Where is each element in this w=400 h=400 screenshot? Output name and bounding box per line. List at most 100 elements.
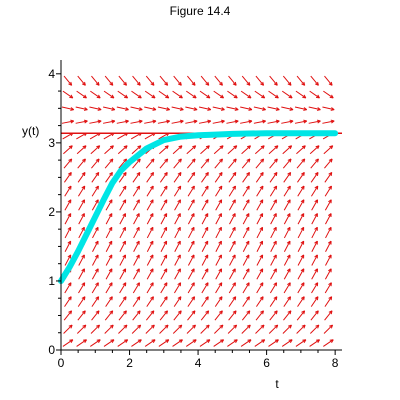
slope-arrow (105, 240, 113, 252)
slope-arrow (227, 90, 238, 99)
slope-arrow (117, 90, 129, 99)
slope-arrow (325, 213, 332, 225)
slope-arrow (212, 106, 225, 111)
slope-arrow (119, 226, 126, 239)
slope-arrow (269, 75, 278, 86)
slope-arrow (174, 240, 181, 252)
slope-arrow (241, 158, 251, 169)
slope-arrow (173, 282, 182, 294)
slope-arrow (105, 172, 113, 183)
slope-arrow (309, 324, 320, 334)
slope-arrow (173, 172, 182, 183)
slope-arrow (173, 75, 182, 86)
slope-arrow (185, 339, 197, 347)
slope-arrow (324, 158, 333, 169)
slope-arrow (146, 199, 154, 211)
slope-arrow (105, 213, 113, 225)
slope-arrow (215, 226, 222, 239)
slope-arrow (201, 199, 209, 211)
slope-arrow (324, 172, 333, 183)
slope-arrow (159, 324, 169, 334)
slope-arrow (63, 145, 73, 155)
slope-arrow (226, 106, 239, 111)
slope-arrow (187, 199, 195, 211)
slope-arrow (187, 296, 196, 307)
slope-arrow (281, 339, 293, 347)
slope-arrow (160, 282, 168, 294)
slope-arrow (199, 90, 211, 99)
slope-arrow (119, 240, 126, 252)
slope-arrow (294, 106, 308, 111)
slope-arrow (146, 213, 154, 225)
slope-arrow (255, 296, 264, 307)
slope-arrow (132, 75, 141, 86)
slope-arrow (325, 240, 332, 252)
slope-arrow (200, 145, 210, 155)
slope-arrow (323, 145, 334, 155)
slope-arrow (229, 254, 236, 266)
slope-arrow (119, 268, 127, 280)
slope-arrow (102, 119, 116, 124)
slope-arrow (131, 324, 142, 334)
slope-arrow (227, 339, 238, 347)
slope-arrow (325, 254, 332, 266)
slope-arrow (117, 145, 128, 155)
x-axis-label: t (275, 377, 279, 391)
slope-arrow (145, 158, 155, 169)
y-tick-label: 1 (48, 274, 55, 288)
slope-arrow (119, 185, 127, 197)
slope-arrow (92, 240, 99, 252)
x-tick-label: 6 (263, 356, 270, 370)
slope-arrow (105, 282, 113, 294)
slope-arrow (214, 172, 223, 183)
slope-arrow (133, 213, 140, 225)
slope-arrow (186, 145, 197, 155)
slope-arrow (323, 339, 334, 347)
slope-arrow (64, 213, 72, 225)
slope-arrow (254, 145, 265, 155)
slope-arrow (132, 185, 141, 197)
slope-arrow (64, 172, 72, 183)
slope-arrow (325, 226, 332, 239)
slope-arrow (242, 226, 250, 239)
slope-arrow (228, 199, 236, 211)
slope-arrow (228, 282, 236, 294)
slope-arrow (171, 119, 184, 124)
slope-arrow (270, 226, 277, 239)
slope-arrow (268, 324, 279, 334)
slope-arrow (297, 282, 305, 294)
slope-arrow (78, 226, 85, 239)
slope-arrow (215, 240, 222, 252)
slope-arrow (281, 90, 293, 99)
slope-arrow (269, 282, 278, 294)
slope-arrow (61, 119, 75, 124)
slope-arrow (242, 268, 250, 280)
slope-arrow (119, 254, 126, 266)
slope-arrow (215, 268, 223, 280)
slope-arrow (90, 324, 100, 334)
slope-arrow (297, 268, 305, 280)
slope-arrow (268, 90, 279, 99)
slope-arrow (132, 199, 140, 211)
slope-arrow (324, 268, 332, 280)
slope-arrow (64, 296, 72, 307)
slope-arrow (242, 296, 250, 307)
slope-arrow (214, 158, 223, 169)
slope-arrow (256, 254, 264, 266)
y-axis-label: y(t) (22, 124, 39, 138)
slope-arrow (133, 268, 140, 280)
slope-arrow (240, 106, 253, 111)
slope-arrow (91, 199, 99, 211)
y-tick-label: 2 (48, 205, 55, 219)
slope-arrow (311, 213, 318, 225)
slope-arrow (228, 185, 236, 197)
slope-arrow (213, 339, 225, 347)
slope-arrow (201, 254, 209, 266)
slope-arrow (160, 213, 168, 225)
slope-arrow (118, 172, 127, 183)
slope-arrow (200, 310, 210, 321)
slope-arrow (174, 226, 181, 239)
slope-arrow (92, 226, 99, 239)
slope-arrow (64, 185, 72, 197)
slope-arrow (198, 106, 212, 111)
